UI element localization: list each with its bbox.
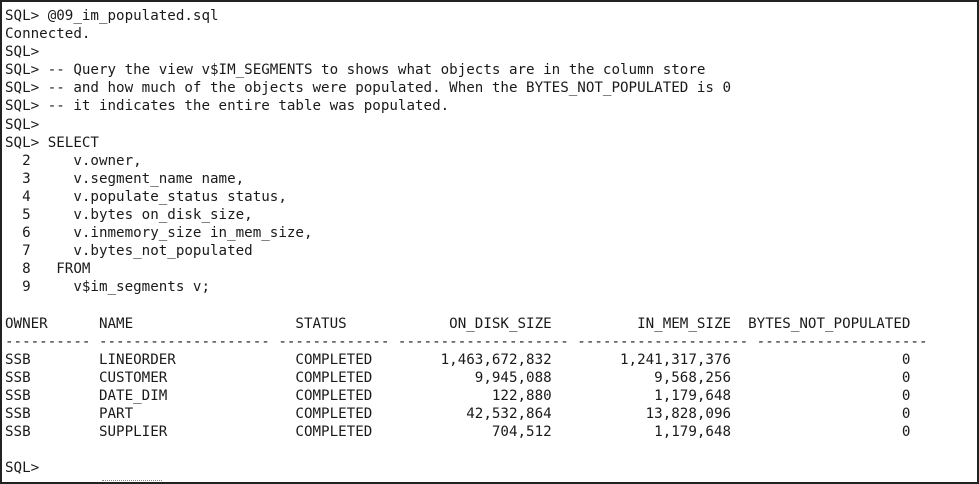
partial-next-line	[102, 480, 162, 482]
result-row: SSB DATE_DIM COMPLETED 122,880 1,179,648…	[5, 387, 911, 404]
result-separator: ---------- -------------------- --------…	[5, 333, 928, 350]
sql-prompt-line: SQL> SELECT	[5, 134, 99, 151]
terminal-line: Connected.	[5, 26, 91, 43]
sql-prompt-line: SQL>	[5, 44, 40, 61]
sql-prompt-line: SQL>	[5, 116, 40, 133]
terminal-output: SQL> @09_im_populated.sql Connected. SQL> S…	[5, 7, 928, 477]
terminal-line	[5, 297, 928, 315]
terminal-line: 4 v.populate_status status,	[5, 188, 287, 205]
terminal-line	[5, 441, 928, 459]
terminal-line: 6 v.inmemory_size in_mem_size,	[5, 225, 313, 242]
terminal-line: 9 v$im_segments v;	[5, 279, 210, 296]
terminal-line: 5 v.bytes on_disk_size,	[5, 207, 253, 224]
sql-prompt-line: SQL> @09_im_populated.sql	[5, 8, 219, 24]
terminal-line: 2 v.owner,	[5, 152, 142, 169]
sql-prompt-line: SQL> -- Query the view v$IM_SEGMENTS to …	[5, 62, 706, 79]
result-row: SSB SUPPLIER COMPLETED 704,512 1,179,648…	[5, 424, 911, 441]
terminal-line: 8 FROM	[5, 261, 91, 278]
result-row: SSB PART COMPLETED 42,532,864 13,828,096…	[5, 406, 911, 423]
result-row: SSB CUSTOMER COMPLETED 9,945,088 9,568,2…	[5, 369, 911, 386]
result-header: OWNER NAME STATUS ON_DISK_SIZE IN_MEM_SI…	[5, 315, 911, 332]
sql-prompt-line: SQL> -- and how much of the objects were…	[5, 80, 732, 97]
sql-prompt-line: SQL>	[5, 460, 40, 477]
terminal-line: 3 v.segment_name name,	[5, 170, 245, 187]
result-row: SSB LINEORDER COMPLETED 1,463,672,832 1,…	[5, 351, 911, 368]
sql-prompt-line: SQL> -- it indicates the entire table wa…	[5, 98, 450, 115]
terminal-line: 7 v.bytes_not_populated	[5, 243, 253, 260]
